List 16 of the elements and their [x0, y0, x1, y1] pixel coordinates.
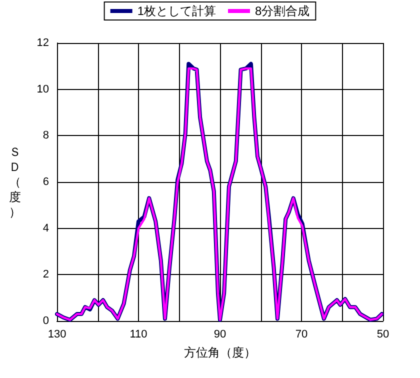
y-tick-label: 4 — [42, 222, 49, 234]
x-tick-label: 130 — [48, 328, 66, 340]
y-tick-label: 8 — [42, 130, 49, 142]
y-tick-label: 2 — [42, 268, 49, 281]
x-tick-label: 70 — [295, 328, 308, 340]
legend-label: 8分割合成 — [255, 4, 310, 18]
x-tick-label: 90 — [214, 328, 226, 340]
y-tick-label: 10 — [36, 83, 49, 96]
y-tick-label: 0 — [42, 315, 49, 327]
x-tick-label: 110 — [130, 328, 148, 340]
x-axis-title: 方位角（度） — [184, 345, 256, 360]
y-tick-label: 12 — [36, 37, 49, 49]
x-tick-label: 50 — [376, 328, 390, 340]
y-axis-title: ＳＤ（度） — [9, 145, 21, 219]
y-tick-label: 6 — [42, 176, 49, 188]
legend-label: 1枚として計算 — [137, 4, 216, 18]
